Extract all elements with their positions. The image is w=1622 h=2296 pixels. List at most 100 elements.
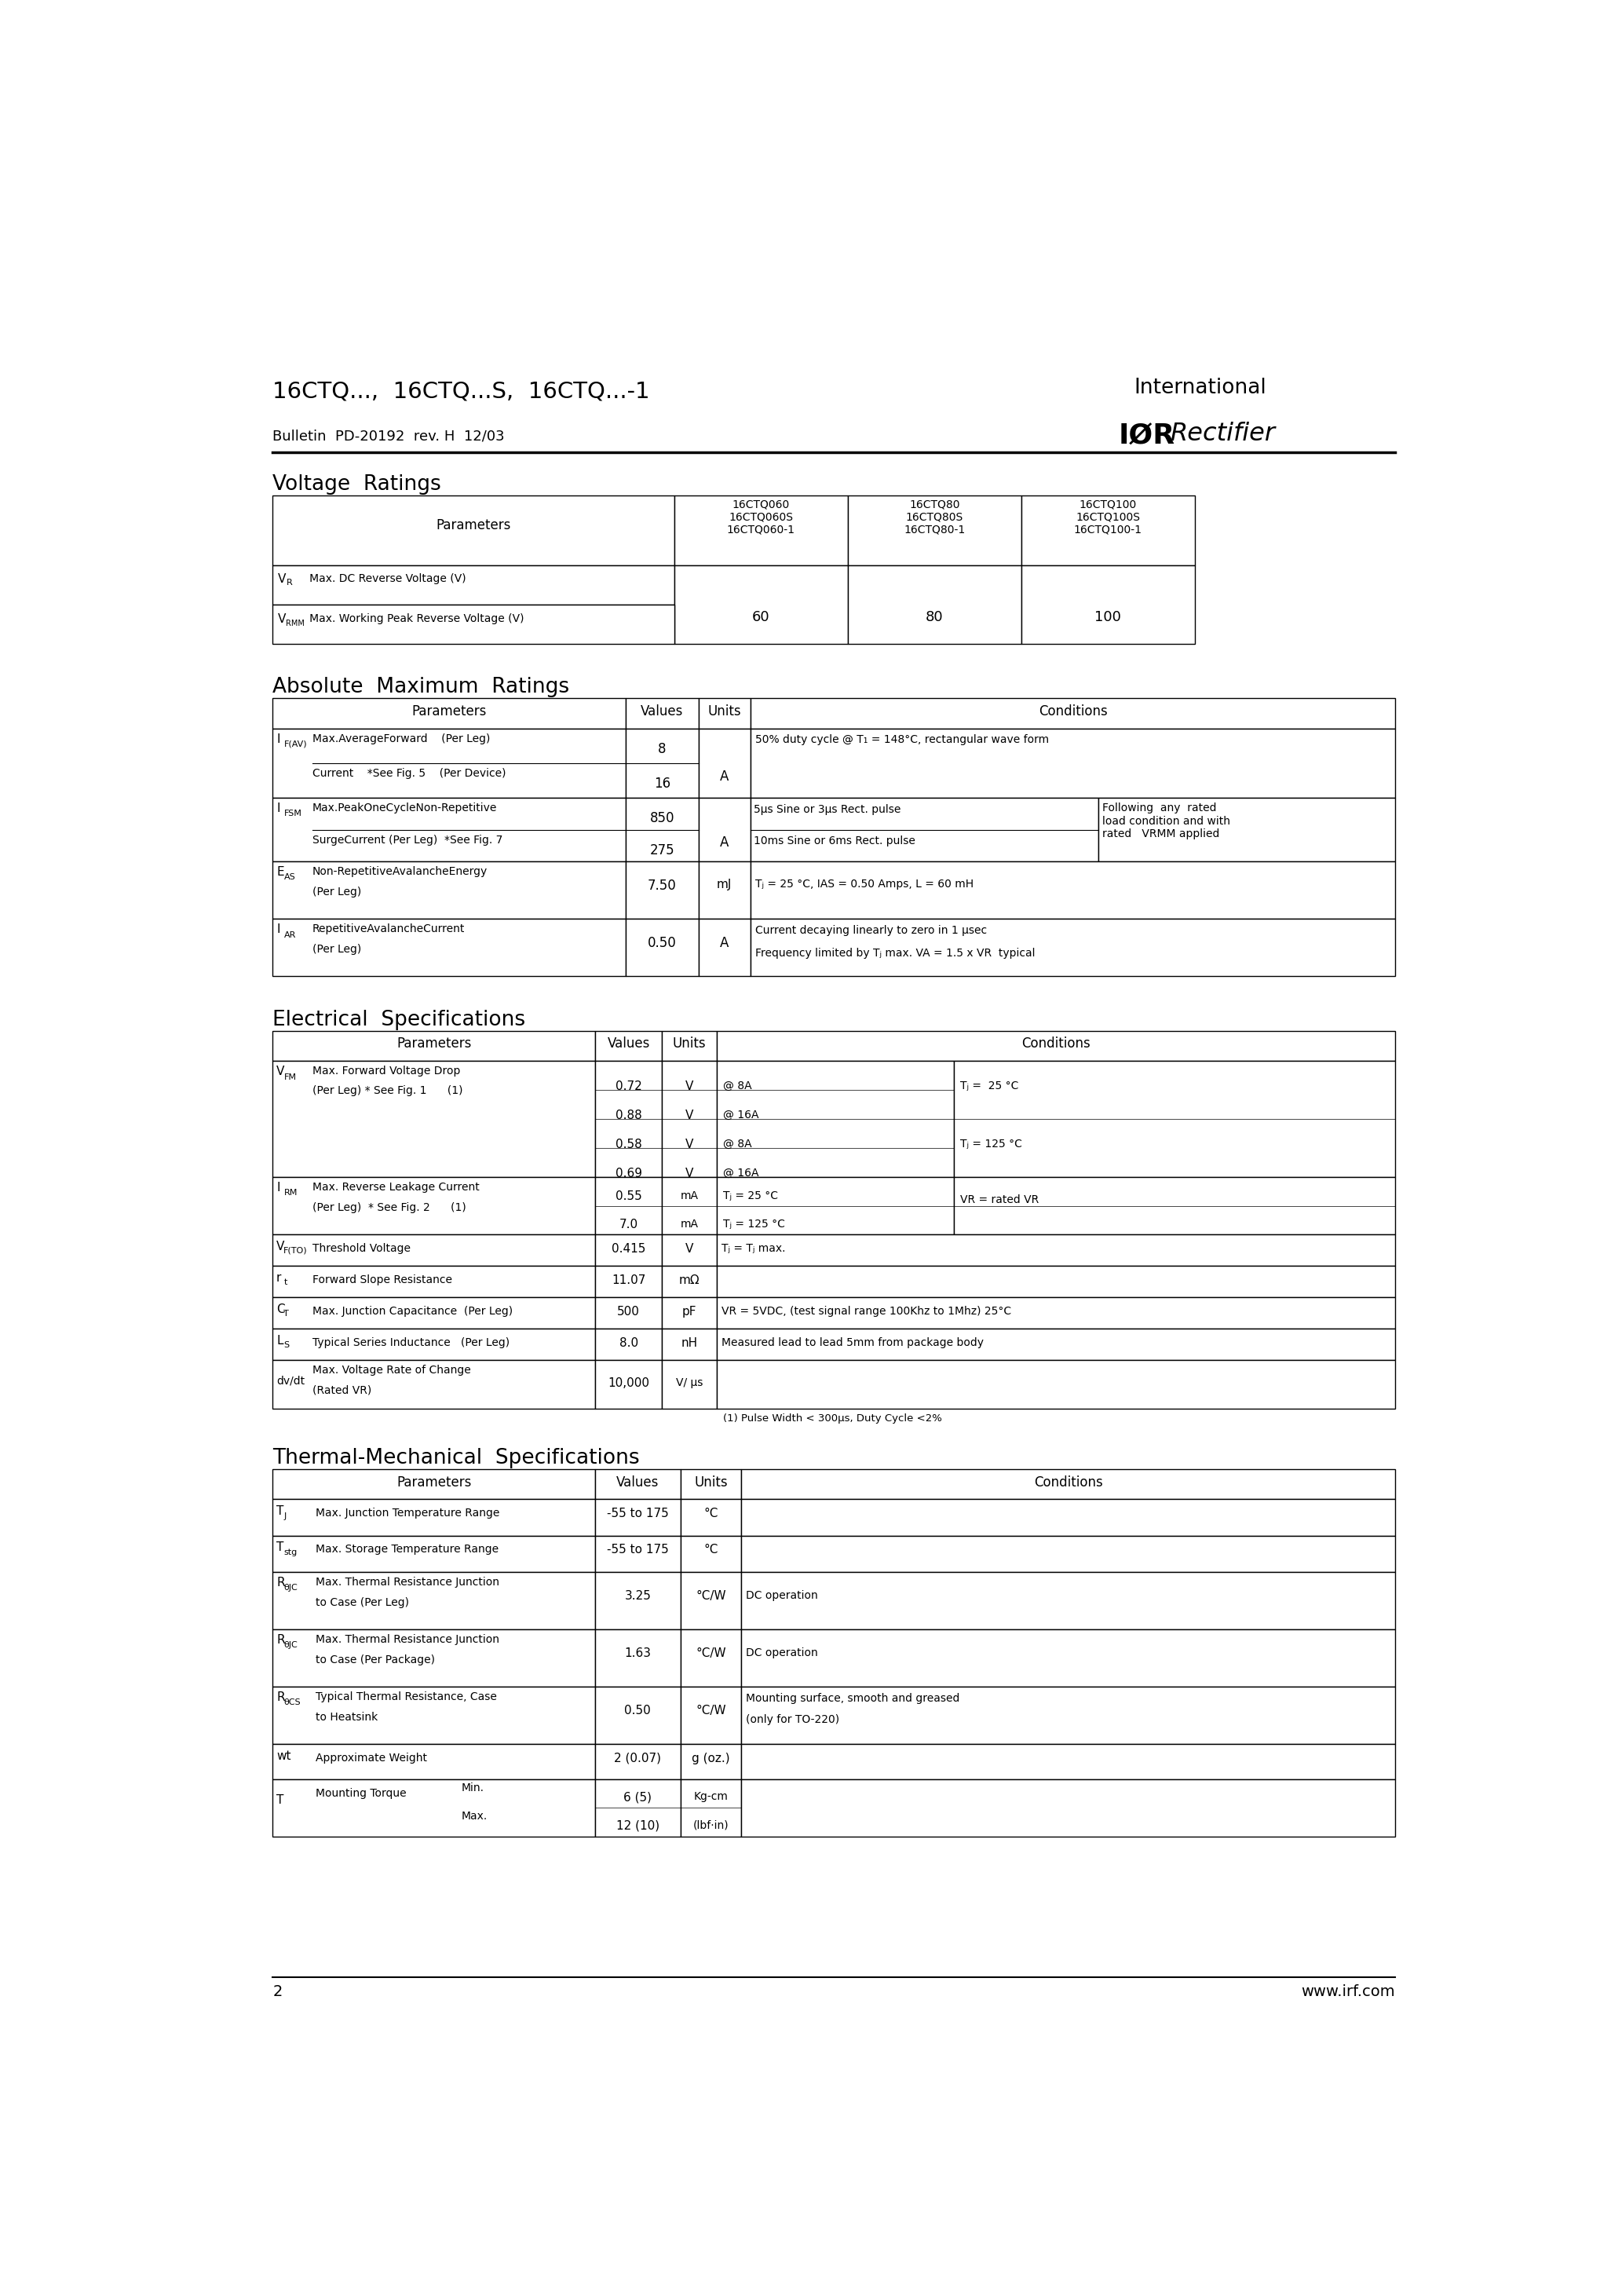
Bar <box>680 1573 741 1630</box>
Bar <box>717 1178 954 1235</box>
Bar <box>272 1630 595 1688</box>
Text: (Per Leg): (Per Leg) <box>313 944 362 955</box>
Bar <box>1022 496 1194 565</box>
Bar <box>717 1265 1395 1297</box>
Text: °C: °C <box>704 1508 719 1520</box>
Text: DC operation: DC operation <box>746 1649 817 1658</box>
Bar <box>595 1779 680 1837</box>
Bar <box>717 1329 1395 1359</box>
Text: °C/W: °C/W <box>696 1649 727 1660</box>
Text: F(TO): F(TO) <box>284 1247 308 1254</box>
Text: Max.AverageForward    (Per Leg): Max.AverageForward (Per Leg) <box>313 732 490 744</box>
Text: mA: mA <box>681 1219 699 1231</box>
Text: RepetitiveAvalancheCurrent: RepetitiveAvalancheCurrent <box>313 923 466 934</box>
Bar <box>699 918 751 976</box>
Text: DC operation: DC operation <box>746 1589 817 1600</box>
Bar <box>1022 565 1194 643</box>
Text: 80: 80 <box>926 611 944 625</box>
Text: 0.55: 0.55 <box>615 1189 642 1203</box>
Text: 0.50: 0.50 <box>647 937 676 951</box>
Text: mJ: mJ <box>717 879 732 891</box>
Text: 16CTQ060
16CTQ060S
16CTQ060-1: 16CTQ060 16CTQ060S 16CTQ060-1 <box>727 498 795 535</box>
Text: °C: °C <box>704 1543 719 1557</box>
Bar <box>662 1061 717 1178</box>
Bar <box>272 1688 595 1745</box>
Bar <box>751 861 1395 918</box>
Bar <box>272 1779 595 1837</box>
Text: Max. Junction Temperature Range: Max. Junction Temperature Range <box>315 1508 500 1518</box>
Text: Non-RepetitiveAvalancheEnergy: Non-RepetitiveAvalancheEnergy <box>313 866 488 877</box>
Text: Frequency limited by Tⱼ max. VA = 1.5 x VR  typical: Frequency limited by Tⱼ max. VA = 1.5 x … <box>756 948 1035 960</box>
Bar <box>741 1779 1395 1837</box>
Text: RM: RM <box>284 1189 298 1196</box>
Text: Parameters: Parameters <box>396 1038 472 1052</box>
Text: Tⱼ = Tⱼ max.: Tⱼ = Tⱼ max. <box>722 1242 785 1254</box>
Text: V: V <box>686 1166 694 1180</box>
Text: Max.: Max. <box>461 1812 488 1821</box>
Bar <box>272 1031 595 1061</box>
Bar <box>272 604 675 643</box>
Text: Max. Reverse Leakage Current: Max. Reverse Leakage Current <box>313 1182 478 1194</box>
Text: 850: 850 <box>650 810 675 824</box>
Text: Tⱼ =  25 °C: Tⱼ = 25 °C <box>960 1081 1019 1091</box>
Bar <box>272 1235 595 1265</box>
Text: Following  any  rated
load condition and with
rated   VRΜM applied: Following any rated load condition and w… <box>1101 804 1229 838</box>
Bar <box>751 728 1395 799</box>
Text: A: A <box>720 836 728 850</box>
Text: mΩ: mΩ <box>680 1274 701 1286</box>
Bar <box>272 496 675 565</box>
Text: E: E <box>276 866 284 877</box>
Bar <box>595 1359 662 1407</box>
Bar <box>680 1536 741 1573</box>
Text: Tⱼ = 125 °C: Tⱼ = 125 °C <box>960 1139 1022 1150</box>
Text: g (oz.): g (oz.) <box>691 1752 730 1763</box>
Text: to Case (Per Package): to Case (Per Package) <box>315 1655 435 1665</box>
Text: A: A <box>720 769 728 783</box>
Text: Conditions: Conditions <box>1038 705 1108 719</box>
Bar <box>741 1469 1395 1499</box>
Text: Current    *See Fig. 5    (Per Device): Current *See Fig. 5 (Per Device) <box>313 767 506 778</box>
Bar <box>626 728 699 799</box>
Text: FM: FM <box>284 1072 297 1081</box>
Bar <box>680 1688 741 1745</box>
Bar <box>595 1688 680 1745</box>
Text: Thermal-Mechanical  Specifications: Thermal-Mechanical Specifications <box>272 1449 639 1469</box>
Text: Conditions: Conditions <box>1033 1474 1103 1490</box>
Text: J: J <box>284 1513 285 1520</box>
Bar <box>595 1031 662 1061</box>
Text: Current decaying linearly to zero in 1 μsec: Current decaying linearly to zero in 1 μ… <box>756 925 986 937</box>
Bar <box>595 1235 662 1265</box>
Text: 50% duty cycle @ T₁ = 148°C, rectangular wave form: 50% duty cycle @ T₁ = 148°C, rectangular… <box>756 735 1049 746</box>
Text: @ 8A: @ 8A <box>723 1139 751 1150</box>
Text: SurgeCurrent (Per Leg)  *See Fig. 7: SurgeCurrent (Per Leg) *See Fig. 7 <box>313 833 503 845</box>
Text: (Per Leg): (Per Leg) <box>313 886 362 898</box>
Text: V: V <box>276 1240 284 1251</box>
Text: 6 (5): 6 (5) <box>623 1791 652 1802</box>
Bar <box>954 1178 1395 1235</box>
Text: V: V <box>686 1081 694 1093</box>
Text: @ 16A: @ 16A <box>723 1109 759 1120</box>
Text: Parameters: Parameters <box>396 1474 472 1490</box>
Bar <box>595 1499 680 1536</box>
Text: Tⱼ = 25 °C, IAS = 0.50 Amps, L = 60 mH: Tⱼ = 25 °C, IAS = 0.50 Amps, L = 60 mH <box>756 879 973 889</box>
Text: Max. Working Peak Reverse Voltage (V): Max. Working Peak Reverse Voltage (V) <box>300 613 524 625</box>
Text: Tⱼ = 25 °C: Tⱼ = 25 °C <box>723 1189 779 1201</box>
Text: 10,000: 10,000 <box>608 1378 649 1389</box>
Text: 10ms Sine or 6ms Rect. pulse: 10ms Sine or 6ms Rect. pulse <box>754 836 916 847</box>
Text: RMM: RMM <box>285 620 305 627</box>
Bar <box>595 1265 662 1297</box>
Bar <box>595 1745 680 1779</box>
Bar <box>675 565 848 643</box>
Text: Values: Values <box>641 705 683 719</box>
Text: R: R <box>276 1577 285 1589</box>
Bar <box>272 1573 595 1630</box>
Text: T: T <box>284 1309 289 1318</box>
Text: Values: Values <box>616 1474 659 1490</box>
Text: 500: 500 <box>618 1306 641 1318</box>
Bar <box>699 728 751 799</box>
Bar <box>595 1297 662 1329</box>
Text: θJC: θJC <box>284 1584 297 1591</box>
Bar <box>595 1573 680 1630</box>
Bar <box>751 698 1395 728</box>
Text: Conditions: Conditions <box>1022 1038 1090 1052</box>
